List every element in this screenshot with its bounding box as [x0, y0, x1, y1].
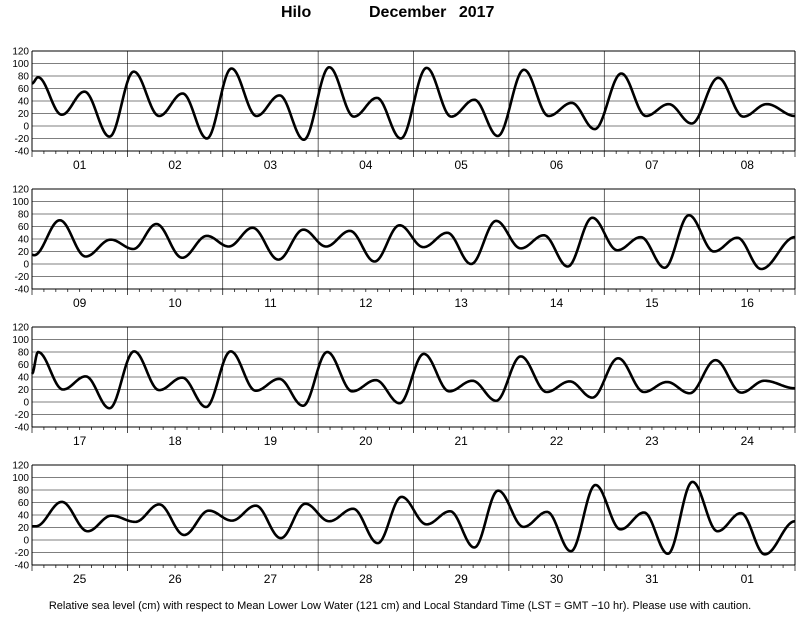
day-label: 12 [359, 296, 373, 310]
y-tick-label: 0 [23, 398, 29, 409]
day-label: 31 [645, 572, 659, 586]
y-tick-label: 100 [12, 473, 29, 484]
day-label: 26 [168, 572, 182, 586]
y-tick-label: 0 [23, 260, 29, 271]
y-tick-label: -20 [15, 134, 30, 145]
y-tick-label: 100 [12, 335, 29, 346]
y-tick-label: 20 [18, 385, 30, 396]
day-label: 05 [455, 158, 469, 172]
day-label: 06 [550, 158, 564, 172]
y-tick-label: 40 [18, 511, 30, 522]
day-label: 29 [455, 572, 469, 586]
y-tick-label: 40 [18, 373, 30, 384]
tide-series-line [31, 65, 796, 142]
y-tick-label: 80 [18, 348, 30, 359]
y-tick-label: -20 [15, 410, 30, 421]
y-tick-label: 120 [12, 461, 29, 472]
day-label: 20 [359, 434, 373, 448]
y-tick-label: 80 [18, 210, 30, 221]
day-label: 22 [550, 434, 564, 448]
y-tick-label: 80 [18, 72, 30, 83]
y-tick-label: 60 [18, 222, 30, 233]
y-tick-label: 0 [23, 122, 29, 133]
y-tick-label: 120 [12, 185, 29, 196]
tide-series-line [30, 350, 796, 410]
chart-title-station: Hilo [281, 4, 312, 21]
chart-footer-note: Relative sea level (cm) with respect to … [48, 600, 752, 612]
day-label: 27 [264, 572, 278, 586]
tide-series-line [31, 213, 796, 271]
day-label: 10 [168, 296, 182, 310]
tide-series-line [31, 480, 796, 556]
day-label: 16 [741, 296, 755, 310]
day-label: 01 [73, 158, 87, 172]
day-label: 03 [264, 158, 278, 172]
y-tick-label: -40 [15, 147, 30, 158]
y-tick-label: 20 [18, 523, 30, 534]
day-label: 21 [455, 434, 469, 448]
day-label: 09 [73, 296, 87, 310]
day-label: 01 [741, 572, 755, 586]
day-label: 25 [73, 572, 87, 586]
y-tick-label: 60 [18, 360, 30, 371]
y-tick-label: -40 [15, 285, 30, 296]
y-tick-label: 0 [23, 536, 29, 547]
y-tick-label: -20 [15, 272, 30, 283]
day-label: 08 [741, 158, 755, 172]
day-label: 17 [73, 434, 87, 448]
day-label: 07 [645, 158, 659, 172]
y-tick-label: 120 [12, 323, 29, 334]
day-label: 14 [550, 296, 564, 310]
y-tick-label: -40 [15, 423, 30, 434]
day-label: 19 [264, 434, 278, 448]
chart-title-period: December 2017 [369, 4, 495, 21]
y-tick-label: 80 [18, 486, 30, 497]
day-label: 04 [359, 158, 373, 172]
day-label: 30 [550, 572, 564, 586]
day-label: 02 [168, 158, 182, 172]
day-label: 15 [645, 296, 659, 310]
day-label: 24 [741, 434, 755, 448]
y-tick-label: -40 [15, 561, 30, 572]
y-tick-label: 20 [18, 109, 30, 120]
y-tick-label: 20 [18, 247, 30, 258]
y-tick-label: 100 [12, 59, 29, 70]
y-tick-label: 40 [18, 235, 30, 246]
y-tick-label: 40 [18, 97, 30, 108]
day-label: 28 [359, 572, 373, 586]
y-tick-label: 60 [18, 84, 30, 95]
y-tick-label: -20 [15, 548, 30, 559]
day-label: 11 [264, 296, 277, 310]
day-label: 23 [645, 434, 659, 448]
y-tick-label: 100 [12, 197, 29, 208]
day-label: 18 [168, 434, 182, 448]
y-tick-label: 60 [18, 498, 30, 509]
day-label: 13 [455, 296, 469, 310]
y-tick-label: 120 [12, 47, 29, 58]
